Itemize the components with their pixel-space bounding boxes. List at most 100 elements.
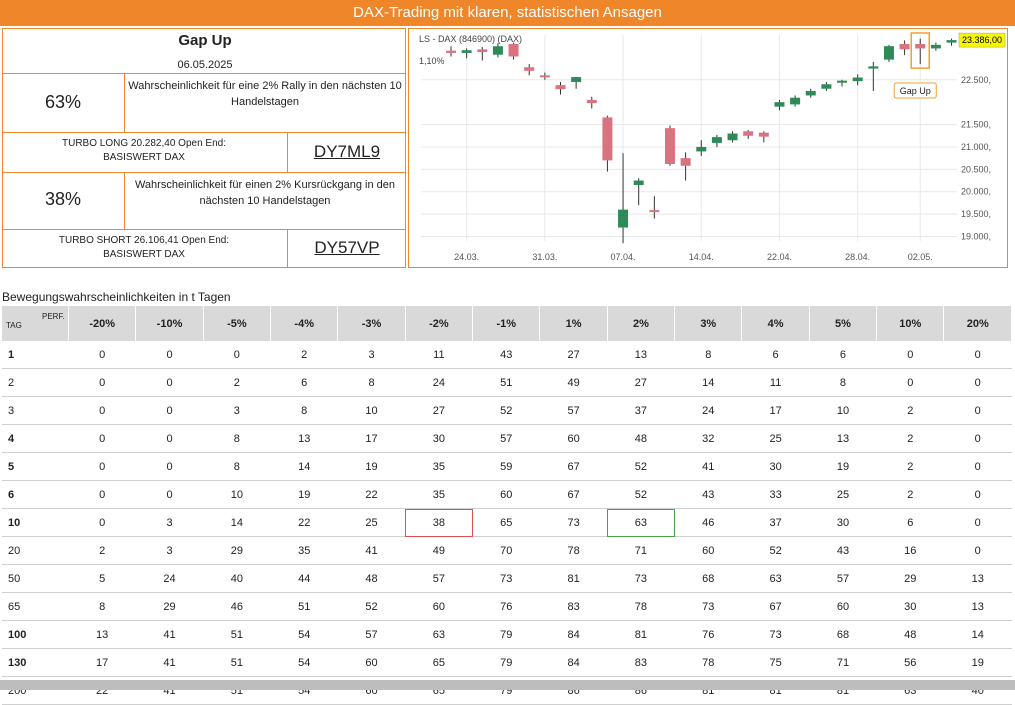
signal-date: 06.05.2025 <box>177 59 233 71</box>
candle-body <box>649 210 660 213</box>
table-cell: 35 <box>270 536 338 565</box>
column-header: 2% <box>607 306 676 341</box>
table-cell: 0 <box>135 368 204 397</box>
table-row: 1 0 0 0 2 3 11 43 27 13 8 6 6 0 0 <box>2 341 1012 369</box>
table-cell: 10 <box>809 396 877 425</box>
table-cell: 29 <box>135 592 204 621</box>
table-cell: 22 <box>270 508 338 537</box>
signal-info-panel: Gap Up 06.05.2025 63% Wahrscheinlichkeit… <box>2 28 406 268</box>
candle-body <box>618 209 629 228</box>
table-cell: 67 <box>741 592 810 621</box>
table-cell: 24 <box>405 368 473 397</box>
table-cell: 65 <box>405 648 473 677</box>
table-cell: 0 <box>68 480 136 509</box>
chart-change: 1,10% <box>419 56 445 66</box>
table-cell: 41 <box>135 620 204 649</box>
candle-body <box>555 85 566 90</box>
table-cell: 6 <box>809 341 877 369</box>
table-cell: 78 <box>674 648 742 677</box>
table-cell: 2 <box>68 536 136 565</box>
signal-title: Gap Up <box>178 32 232 49</box>
candle-body <box>899 43 910 50</box>
table-cell: 13 <box>68 620 136 649</box>
table-cell: 51 <box>472 368 540 397</box>
table-caption: Bewegungswahrscheinlichkeiten in t Tagen <box>2 290 231 304</box>
x-tick-label: 02.05. <box>908 252 933 262</box>
y-tick-label: 19.000, <box>961 232 991 242</box>
table-cell: 2 <box>876 424 944 453</box>
candle-body <box>790 97 801 105</box>
table-cell: 51 <box>203 620 271 649</box>
rally-probability: 63% <box>44 92 82 112</box>
table-cell: 84 <box>539 620 608 649</box>
table-cell: 16 <box>876 536 944 565</box>
table-cell: 43 <box>472 341 540 369</box>
table-cell: 19 <box>809 452 877 481</box>
table-cell: 14 <box>674 368 742 397</box>
table-cell: 68 <box>809 620 877 649</box>
table-cell: 6 <box>270 368 338 397</box>
table-cell: 30 <box>809 508 877 537</box>
table-cell: 10 <box>203 480 271 509</box>
rally-description: Wahrscheinlichkeit für eine 2% Rally in … <box>128 80 402 108</box>
table-cell: 0 <box>135 480 204 509</box>
turbo-short-code-link[interactable]: DY57VP <box>314 238 380 257</box>
turbo-long-line-2: BASISWERT DAX <box>103 152 185 163</box>
table-cell: 37 <box>607 396 675 425</box>
turbo-short-line-1: TURBO SHORT 26.106,41 Open End: <box>58 235 230 246</box>
table-cell: 24 <box>135 564 204 593</box>
table-cell: 0 <box>876 341 944 369</box>
table-row: 5 0 0 8 14 19 35 59 67 52 41 30 19 2 0 <box>2 452 1012 481</box>
y-tick-label: 20.500, <box>961 164 991 174</box>
table-cell: 60 <box>809 592 877 621</box>
divider <box>3 172 405 173</box>
table-cell: 63 <box>607 508 675 537</box>
column-header: 10% <box>876 306 945 341</box>
table-cell: 0 <box>943 452 1012 481</box>
candle-body <box>868 66 879 69</box>
decline-probability: 38% <box>44 189 82 209</box>
table-cell: 68 <box>674 564 742 593</box>
candle-body <box>758 132 769 137</box>
table-cell: 41 <box>135 648 204 677</box>
row-days: 6 <box>2 480 69 509</box>
candle-body <box>524 67 535 71</box>
candle-body <box>539 75 550 78</box>
table-cell: 10 <box>337 396 406 425</box>
candle-body <box>774 102 785 107</box>
row-days: 5 <box>2 452 69 481</box>
column-header: 5% <box>809 306 878 341</box>
row-days: 20 <box>2 536 69 565</box>
table-cell: 59 <box>472 452 540 481</box>
perf-label: PERF. <box>42 312 65 321</box>
table-cell: 2 <box>270 341 338 369</box>
table-cell: 48 <box>337 564 406 593</box>
table-cell: 51 <box>270 592 338 621</box>
table-cell: 37 <box>741 508 810 537</box>
table-cell: 52 <box>741 536 810 565</box>
table-cell: 0 <box>203 341 271 369</box>
chart-title: LS - DAX (846900) (DAX) <box>419 34 522 44</box>
turbo-long-code-link[interactable]: DY7ML9 <box>313 142 381 161</box>
table-cell: 43 <box>674 480 742 509</box>
table-header-row: TAG PERF. -20% -10% -5% -4% -3% -2% -1% 1% 2% 3% 4… <box>2 306 1012 341</box>
table-cell: 46 <box>203 592 271 621</box>
table-cell: 29 <box>876 564 944 593</box>
column-header: 3% <box>674 306 743 341</box>
table-cell: 48 <box>876 620 944 649</box>
candle-body <box>805 90 816 96</box>
table-cell: 3 <box>337 341 406 369</box>
table-cell: 8 <box>674 341 742 369</box>
row-days: 1 <box>2 341 69 369</box>
candle-body <box>883 46 894 60</box>
divider <box>3 73 405 74</box>
table-cell: 19 <box>337 452 406 481</box>
table-cell: 8 <box>337 368 406 397</box>
table-cell: 57 <box>405 564 473 593</box>
column-header: 20% <box>943 306 1012 341</box>
table-cell: 25 <box>741 424 810 453</box>
last-price-label: 23.386,00 <box>962 35 1002 45</box>
table-cell: 25 <box>809 480 877 509</box>
table-cell: 40 <box>203 564 271 593</box>
table-cell: 19 <box>943 648 1012 677</box>
